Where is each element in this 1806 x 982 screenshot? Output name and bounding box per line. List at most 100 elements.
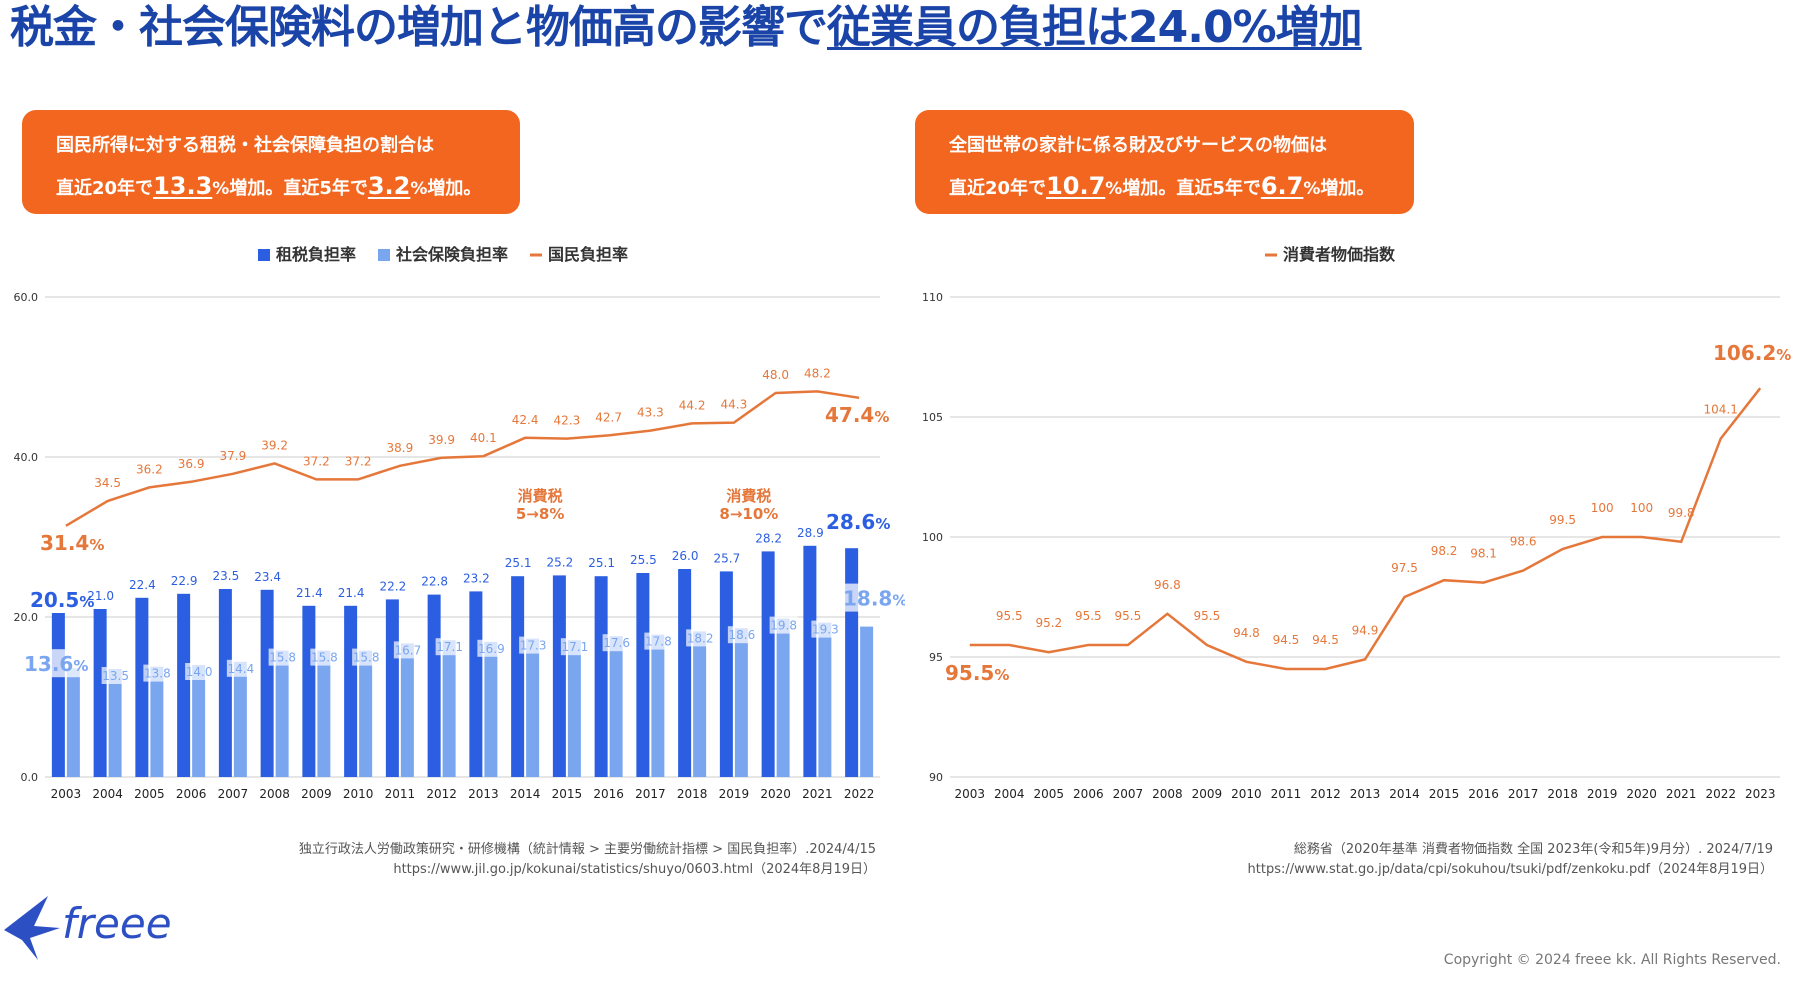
source-right: 総務省（2020年基準 消費者物価指数 全国 2023年(令和5年)9月分）. … bbox=[1248, 840, 1773, 880]
total-data-label: 48.0 bbox=[762, 368, 789, 382]
page-title: 税金・社会保険料の増加と物価高の影響で従業員の負担は24.0%増加 bbox=[10, 2, 1363, 54]
y-tick-label: 90 bbox=[929, 771, 943, 784]
tax-end-label: 28.6% bbox=[826, 510, 890, 534]
total-data-label: 40.1 bbox=[470, 431, 497, 445]
tax-data-label: 23.4 bbox=[254, 570, 281, 584]
source-line1: 独立行政法人労働政策研究・研修機構（統計情報 > 主要労働統計指標 > 国民負担… bbox=[298, 842, 876, 857]
x-tick-label: 2023 bbox=[1745, 787, 1776, 801]
total-data-label: 42.3 bbox=[554, 414, 581, 428]
data-label: 94.8 bbox=[1233, 626, 1260, 640]
data-label: 95.5 bbox=[1075, 609, 1102, 623]
total-data-label: 38.9 bbox=[387, 441, 414, 455]
social-data-label: 13.5 bbox=[102, 669, 129, 683]
tax-bar bbox=[636, 573, 650, 777]
social-bar bbox=[150, 666, 164, 777]
tax-data-label: 25.2 bbox=[547, 555, 574, 569]
total-data-label: 44.2 bbox=[679, 398, 706, 412]
tax-data-label: 22.2 bbox=[380, 579, 407, 593]
x-tick-label: 2014 bbox=[1389, 787, 1420, 801]
y-tick-label: 95 bbox=[929, 651, 943, 664]
tax-bar bbox=[594, 576, 608, 777]
bird-icon bbox=[4, 896, 60, 960]
tax-bar bbox=[719, 571, 733, 777]
x-tick-label: 2014 bbox=[510, 787, 541, 801]
x-tick-label: 2007 bbox=[218, 787, 249, 801]
social-bar bbox=[192, 665, 206, 777]
social-bar bbox=[693, 631, 707, 777]
data-label: 95.5 bbox=[996, 609, 1023, 623]
social-bar bbox=[442, 640, 456, 777]
tax-bar bbox=[218, 589, 232, 777]
label-backdrop bbox=[268, 648, 297, 666]
callout-price-index: 全国世帯の家計に係る財及びサービスの物価は 直近20年で10.7%増加。直近5年… bbox=[915, 110, 1414, 214]
social-bar bbox=[66, 668, 80, 777]
social-bar bbox=[609, 636, 623, 777]
tax-bar bbox=[344, 605, 358, 777]
x-tick-label: 2018 bbox=[677, 787, 708, 801]
tax-data-label: 22.9 bbox=[171, 574, 198, 588]
x-tick-label: 2003 bbox=[954, 787, 985, 801]
label-backdrop bbox=[143, 664, 172, 682]
x-tick-label: 2020 bbox=[1626, 787, 1657, 801]
source-line2: https://www.stat.go.jp/data/cpi/sokuhou/… bbox=[1247, 862, 1773, 877]
tax-rate-annotation: 5→8% bbox=[516, 505, 564, 523]
cpi-start-label: 95.5% bbox=[945, 661, 1009, 685]
total-data-label: 36.9 bbox=[178, 457, 205, 471]
data-label: 94.9 bbox=[1352, 623, 1379, 637]
callout-national-burden: 国民所得に対する租税・社会保障負担の割合は 直近20年で13.3%増加。直近5年… bbox=[22, 110, 520, 214]
tax-data-label: 23.2 bbox=[463, 571, 490, 585]
y-tick-label: 105 bbox=[922, 411, 943, 424]
social-data-label: 14.4 bbox=[228, 662, 255, 676]
tax-bar bbox=[385, 599, 399, 777]
x-tick-label: 2022 bbox=[1705, 787, 1736, 801]
social-data-label: 16.9 bbox=[478, 642, 505, 656]
tax-bar bbox=[678, 569, 692, 777]
x-tick-label: 2009 bbox=[1192, 787, 1223, 801]
x-tick-label: 2005 bbox=[134, 787, 165, 801]
social-bar bbox=[734, 628, 748, 777]
tax-bar bbox=[552, 575, 566, 777]
callout-line2: 直近20年で10.7%増加。直近5年で6.7%増加。 bbox=[949, 172, 1375, 200]
tax-bar bbox=[511, 576, 525, 777]
tax-data-label: 28.2 bbox=[755, 531, 782, 545]
x-tick-label: 2015 bbox=[552, 787, 583, 801]
x-tick-label: 2004 bbox=[92, 787, 123, 801]
total-data-label: 37.2 bbox=[345, 454, 372, 468]
tax-data-label: 21.4 bbox=[296, 586, 323, 600]
total-data-label: 39.2 bbox=[261, 438, 288, 452]
tax-data-label: 25.1 bbox=[505, 556, 532, 570]
x-tick-label: 2022 bbox=[844, 787, 875, 801]
x-tick-label: 2006 bbox=[1073, 787, 1104, 801]
x-tick-label: 2008 bbox=[259, 787, 290, 801]
copyright: Copyright © 2024 freee kk. All Rights Re… bbox=[1443, 952, 1781, 968]
legend-label: 社会保険負担率 bbox=[395, 245, 508, 264]
social-data-label: 15.8 bbox=[311, 651, 338, 665]
cpi-line bbox=[969, 387, 1762, 671]
social-bar bbox=[776, 618, 790, 777]
social-data-label: 14.0 bbox=[186, 665, 213, 679]
legend-label: 消費者物価指数 bbox=[1283, 245, 1396, 264]
x-tick-label: 2011 bbox=[1271, 787, 1302, 801]
social-data-label: 15.8 bbox=[353, 651, 380, 665]
social-bar bbox=[484, 641, 498, 777]
x-tick-label: 2018 bbox=[1547, 787, 1578, 801]
x-tick-label: 2021 bbox=[1666, 787, 1697, 801]
data-label: 95.5 bbox=[1194, 609, 1221, 623]
x-tick-label: 2019 bbox=[719, 787, 750, 801]
y-tick-label: 60.0 bbox=[14, 291, 39, 304]
x-tick-label: 2006 bbox=[176, 787, 207, 801]
label-backdrop bbox=[24, 649, 86, 678]
x-tick-label: 2012 bbox=[1310, 787, 1341, 801]
total-data-label: 39.9 bbox=[428, 433, 455, 447]
data-label: 95.2 bbox=[1035, 616, 1062, 630]
tax-bar bbox=[135, 597, 149, 777]
legend-swatch bbox=[258, 249, 270, 261]
label-backdrop bbox=[602, 634, 631, 652]
x-tick-label: 2013 bbox=[468, 787, 499, 801]
social-bar bbox=[233, 661, 247, 777]
total-end-label: 47.4% bbox=[825, 403, 889, 427]
label-backdrop bbox=[477, 639, 506, 657]
social-data-label: 19.8 bbox=[770, 619, 797, 633]
x-tick-label: 2012 bbox=[426, 787, 457, 801]
data-label: 94.5 bbox=[1273, 633, 1300, 647]
